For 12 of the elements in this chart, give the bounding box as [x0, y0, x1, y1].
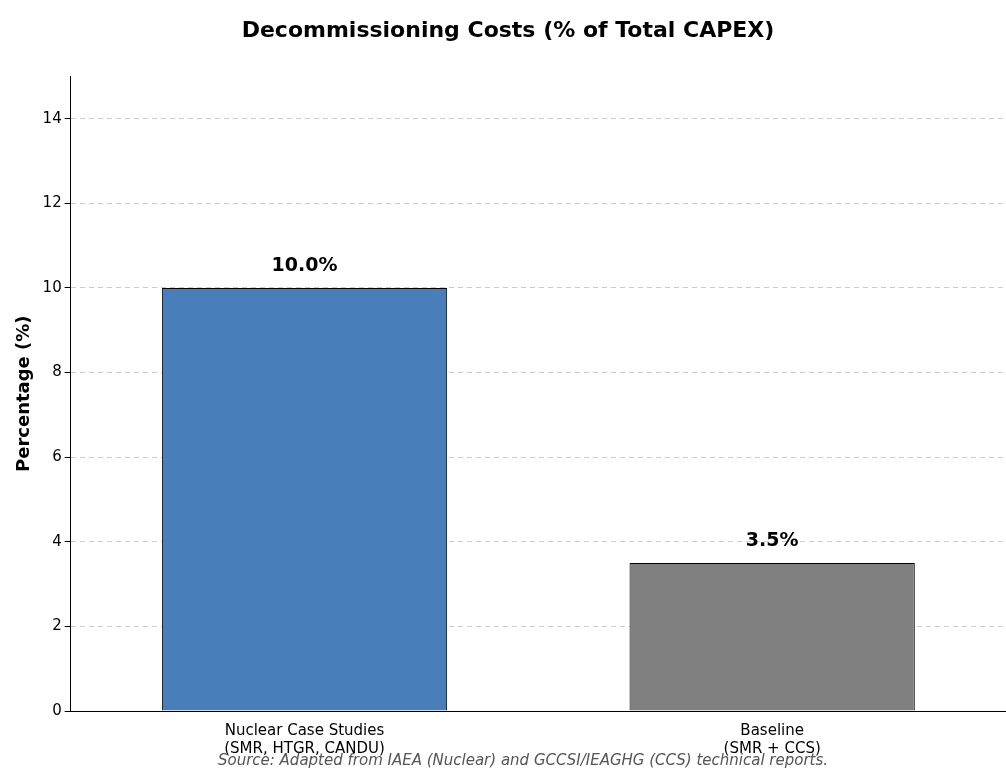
y-tick-label: 0 — [52, 700, 62, 719]
y-axis-title: Percentage (%) — [12, 315, 34, 472]
data-label: 10.0% — [271, 253, 338, 276]
chart-title: Decommissioning Costs (% of Total CAPEX) — [241, 16, 775, 42]
y-tick-label: 12 — [42, 193, 62, 212]
y-tick-label: 8 — [52, 362, 62, 381]
y-tick-label: 6 — [52, 447, 62, 466]
y-tick-label: 4 — [52, 531, 62, 550]
y-tick-label: 14 — [42, 108, 62, 127]
y-tick-label: 2 — [52, 616, 62, 635]
y-tick-label: 10 — [42, 277, 62, 296]
data-label: 3.5% — [745, 528, 799, 551]
